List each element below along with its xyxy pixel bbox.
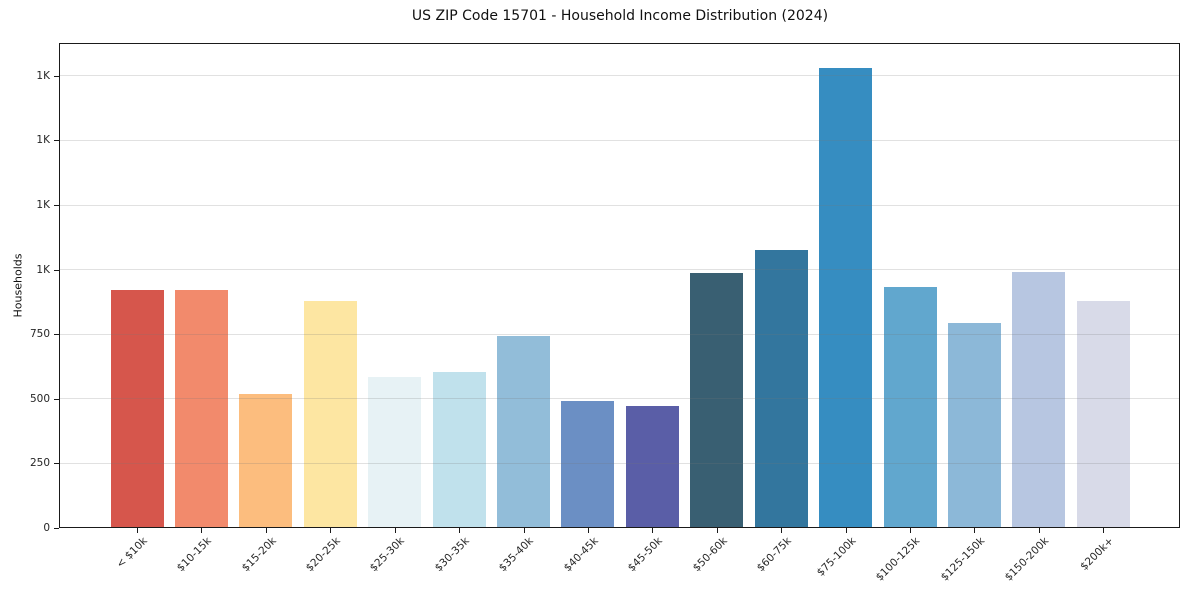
- x-tick-label: $100-125k: [873, 535, 923, 584]
- x-tick-mark: [459, 528, 461, 533]
- x-tick-label: $15-20k: [239, 535, 279, 575]
- chart-title: US ZIP Code 15701 - Household Income Dis…: [411, 8, 829, 24]
- bar-45-50k: [625, 406, 679, 528]
- y-tick-label: 1K: [36, 69, 50, 82]
- x-tick-label: $45-50k: [625, 535, 665, 575]
- x-tick-label: $25-30k: [368, 535, 408, 575]
- bar-100-125k: [883, 287, 937, 528]
- bar-25-30k: [368, 376, 422, 528]
- bar-200k: [1076, 300, 1130, 528]
- x-tick-mark: [652, 528, 654, 533]
- x-tick-mark: [910, 528, 912, 533]
- x-tick-mark: [201, 528, 203, 533]
- x-tick-mark: [974, 528, 976, 533]
- y-tick-label: 1K: [36, 263, 50, 276]
- x-tick-label: $40-45k: [561, 535, 601, 575]
- y-tick-label: 0: [43, 522, 50, 534]
- x-tick-mark: [1038, 528, 1040, 533]
- y-gridline: [59, 269, 1180, 271]
- x-tick-mark: [1103, 528, 1105, 533]
- x-tick-mark: [394, 528, 396, 533]
- x-tick-label: $10-15k: [174, 535, 214, 575]
- y-gridline: [59, 333, 1180, 335]
- y-tick-mark: [54, 528, 59, 529]
- x-tick-mark: [587, 528, 589, 533]
- y-tick-label: 1K: [36, 134, 50, 147]
- x-tick-mark: [845, 528, 847, 533]
- y-axis-label: Households: [11, 253, 25, 318]
- x-tick-label: $20-25k: [303, 535, 343, 575]
- x-tick-label: $35-40k: [496, 535, 537, 575]
- y-tick-label: 750: [29, 328, 50, 341]
- x-tick-mark: [523, 528, 525, 533]
- y-tick-mark: [54, 269, 59, 271]
- y-tick-mark: [54, 140, 59, 142]
- y-gridline: [59, 204, 1180, 206]
- bar-10-15k: [174, 290, 228, 528]
- bar-150-200k: [1012, 272, 1066, 528]
- bar-10k: [110, 290, 164, 528]
- x-tick-label: $60-75k: [754, 535, 794, 575]
- x-tick-mark: [781, 528, 783, 533]
- bar-15-20k: [239, 393, 293, 528]
- bar-50-60k: [690, 272, 744, 528]
- bar-30-35k: [432, 371, 486, 528]
- y-tick-mark: [54, 398, 59, 400]
- y-tick-label: 1K: [36, 199, 50, 211]
- x-tick-label: $75-100k: [814, 535, 859, 579]
- bar-35-40k: [497, 336, 551, 528]
- y-tick-mark: [54, 205, 59, 206]
- x-tick-label: $30-35k: [432, 535, 472, 575]
- bar-75-100k: [819, 68, 873, 528]
- y-tick-mark: [54, 75, 59, 77]
- x-tick-mark: [330, 528, 332, 533]
- bar-40-45k: [561, 401, 615, 528]
- bar-125-150k: [947, 323, 1001, 528]
- x-tick-mark: [265, 528, 267, 533]
- y-tick-mark: [54, 463, 59, 465]
- x-tick-label: $200k+: [1077, 535, 1116, 573]
- x-tick-mark: [137, 528, 138, 533]
- x-tick-label: < $10k: [113, 535, 150, 571]
- x-tick-mark: [716, 528, 718, 533]
- bar-60-75k: [754, 250, 808, 528]
- x-tick-label: $150-200k: [1002, 535, 1052, 584]
- y-tick-mark: [54, 334, 59, 336]
- y-gridline: [59, 139, 1180, 141]
- y-gridline: [59, 75, 1180, 77]
- x-tick-label: $50-60k: [690, 535, 730, 575]
- y-tick-label: 250: [29, 457, 50, 470]
- y-gridline: [59, 398, 1180, 400]
- bar-20-25k: [303, 301, 357, 528]
- y-gridline: [59, 462, 1180, 464]
- y-tick-label: 500: [29, 392, 50, 405]
- x-tick-label: $125-150k: [938, 535, 987, 584]
